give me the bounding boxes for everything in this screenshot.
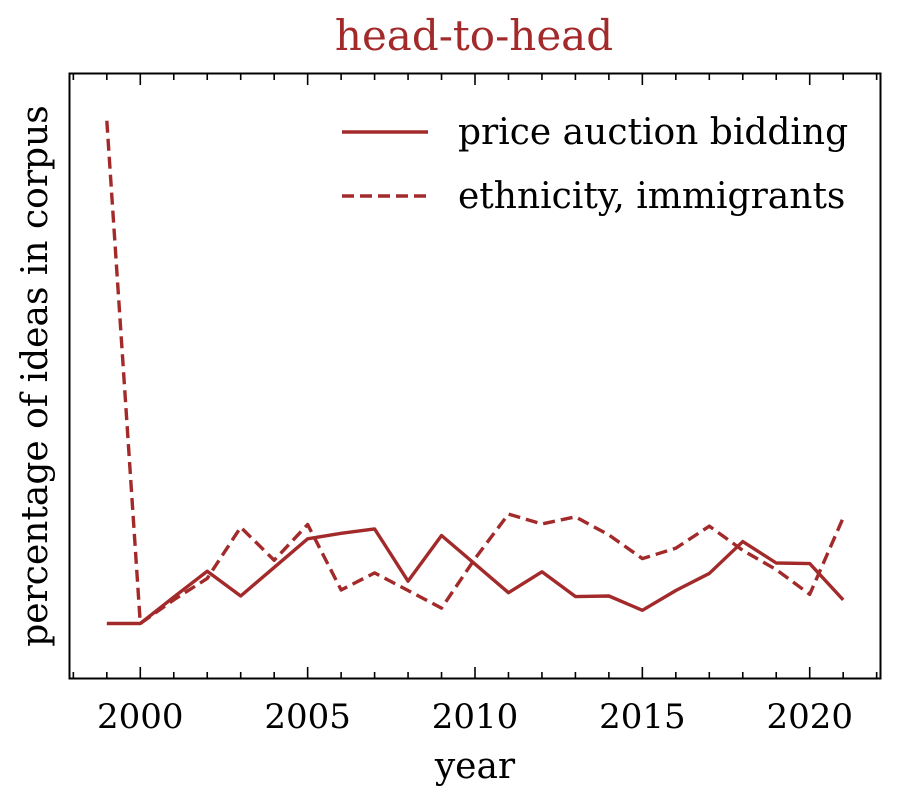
series-line-2 xyxy=(105,120,845,626)
x-tick-label: 2005 xyxy=(264,697,351,737)
legend: price auction bidding ethnicity, immigran… xyxy=(342,112,848,217)
x-tick-label: 2020 xyxy=(766,697,853,737)
legend-label-2: ethnicity, immigrants xyxy=(458,176,845,217)
chart-title: head-to-head xyxy=(335,11,613,60)
x-tick-label: 2010 xyxy=(432,697,519,737)
x-tick-label: 2015 xyxy=(599,697,686,737)
series-line-1 xyxy=(106,527,845,626)
plot-frame xyxy=(68,72,882,680)
legend-label-1: price auction bidding xyxy=(458,112,848,153)
plot-area xyxy=(105,120,845,626)
x-tick-label: 2000 xyxy=(97,697,184,737)
x-axis-label: year xyxy=(434,746,516,787)
x-axis-ticks: 2000 2005 2010 2015 2020 xyxy=(72,74,878,737)
y-axis-label: percentage of ideas in corpus xyxy=(15,105,56,647)
